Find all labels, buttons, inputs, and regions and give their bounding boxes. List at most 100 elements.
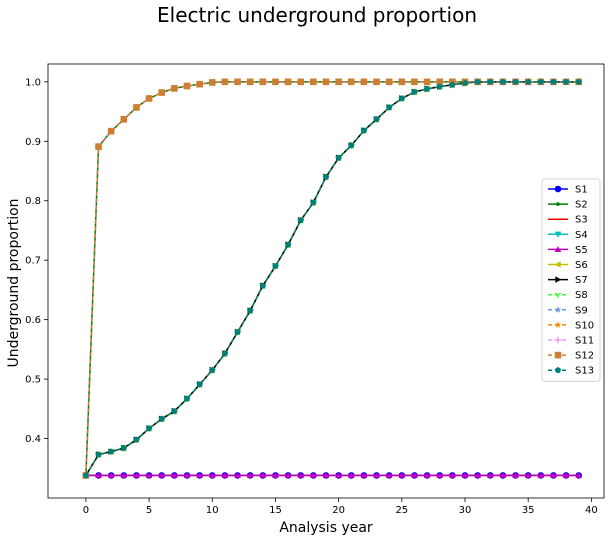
data-point [120,444,127,451]
data-point [373,78,380,86]
data-point [82,472,90,479]
data-point [449,472,456,479]
y-tick-label: 0.8 [25,196,41,207]
data-point [461,79,469,86]
data-point [411,78,418,86]
x-tick-label: 20 [332,505,345,516]
legend-marker [554,306,562,313]
data-point [183,395,191,402]
data-point [209,366,216,373]
data-point [550,78,557,85]
data-point [259,472,267,479]
plot-area [48,64,604,498]
data-point [108,448,115,455]
y-tick-label: 0.5 [25,375,41,386]
data-point [562,78,570,85]
data-point [398,472,406,479]
data-point [373,472,380,479]
data-point [449,81,456,88]
y-axis-label: Underground proportion [6,198,22,367]
data-point [335,154,342,161]
data-point [234,328,241,335]
legend: S1 S2 S3 S4 S5 S6 S7 S8 S9 S10 S11 S12 S13 [541,178,601,382]
data-point [183,472,191,479]
data-point [247,307,254,314]
data-point [221,350,229,357]
data-point [322,472,330,479]
data-point [322,173,330,180]
data-point [133,436,140,443]
x-tick-label: 40 [585,505,598,516]
data-point [436,78,444,86]
data-point [183,82,191,90]
data-point [386,104,393,111]
data-point [537,472,545,479]
legend-entry-s5: S5 [548,245,588,256]
x-tick-label: 10 [206,505,219,516]
data-point [360,127,368,134]
data-point [398,78,406,86]
legend-marker [554,261,561,268]
data-point [171,85,178,92]
legend-label: S13 [575,366,594,377]
y-tick-label: 0.4 [25,434,41,445]
legend-label: S12 [575,351,594,362]
legend-marker [554,351,562,359]
data-point [133,472,140,479]
x-tick-label: 0 [83,505,89,516]
data-point [537,78,544,85]
data-point [95,472,102,479]
data-point [259,78,267,86]
legend-label: S8 [575,290,588,301]
axes: 0 5 10 15 20 25 30 35 40 0.4 0.5 0.6 0.7 0.8 0.9 1.0 [25,63,605,516]
x-axis-label: Analysis year [279,520,373,536]
data-point [158,89,166,96]
data-point [145,425,153,432]
data-point [411,88,418,95]
legend-marker [554,292,562,298]
legend-label: S9 [575,305,588,316]
data-point [550,472,557,479]
data-point [322,78,330,86]
data-point [373,115,380,122]
data-point [461,472,469,479]
data-point [562,472,570,479]
data-point [487,78,494,85]
data-point [310,199,317,206]
data-point [423,472,431,479]
data-point [360,472,368,479]
data-point [474,472,481,479]
legend-label: S2 [575,200,588,211]
data-point [411,472,418,479]
data-point [335,78,342,86]
data-point [120,115,128,123]
data-point [133,104,140,111]
data-point [575,78,582,85]
legend-marker [555,276,562,283]
data-point [246,472,254,479]
data-point [272,262,279,269]
x-tick-label: 30 [459,505,472,516]
y-tick-label: 1.0 [25,77,41,88]
legend-marker [554,246,562,253]
data-point [524,472,532,479]
legend-entry-s9: S9 [548,305,588,316]
data-point [221,472,229,479]
data-point [436,83,443,90]
y-tick-label: 0.6 [25,315,41,326]
data-point [360,78,368,86]
data-point [310,78,317,86]
x-tick-label: 15 [269,505,282,516]
legend-marker [554,231,562,238]
data-point [234,78,241,86]
data-point [525,78,532,85]
y-tick-label: 0.7 [25,256,41,267]
data-point [335,472,342,479]
legend-label: S1 [575,185,588,196]
data-point [347,78,355,86]
data-point [208,472,216,479]
data-point [158,472,166,479]
axes-frame [47,63,605,499]
data-point [272,78,279,86]
